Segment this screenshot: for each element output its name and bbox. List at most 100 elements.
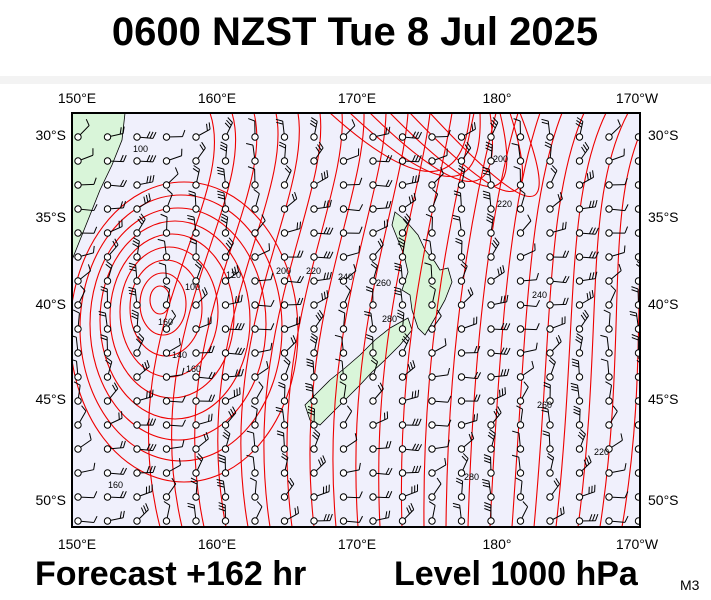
barb-station <box>339 493 348 501</box>
isobar <box>89 207 267 441</box>
wind-barbs <box>72 117 656 525</box>
barb-feather <box>216 481 224 485</box>
barb-feather <box>476 372 482 379</box>
barb-station <box>369 325 377 333</box>
barb-feather <box>318 141 324 149</box>
barb-feather <box>216 478 224 482</box>
barb-station <box>162 181 171 189</box>
barb-feather <box>585 457 590 465</box>
barb-feather <box>651 180 654 186</box>
barb-feather <box>651 468 654 474</box>
barb-feather <box>131 312 139 317</box>
barb-feather <box>359 491 363 498</box>
isobar-label: 200 <box>276 266 291 276</box>
barb-feather <box>291 193 295 201</box>
barb-station <box>634 397 640 405</box>
barb-feather <box>204 287 208 294</box>
isobar <box>467 113 519 527</box>
barb-station <box>575 181 584 189</box>
lat-label: 40°S <box>648 296 679 312</box>
isobar-label: 280 <box>382 314 397 324</box>
barb-feather <box>535 342 538 350</box>
barb-feather <box>128 289 136 293</box>
barb-feather <box>128 286 136 290</box>
barb-station <box>428 469 436 477</box>
barb-station <box>310 133 318 141</box>
barb-station <box>192 157 200 165</box>
barb-station <box>487 253 495 261</box>
barb-feather <box>149 418 154 426</box>
barb-feather <box>610 285 616 291</box>
barb-feather <box>105 359 112 365</box>
isobar <box>429 113 540 198</box>
barb-station <box>487 133 495 141</box>
barb-feather <box>489 428 496 434</box>
barb-feather <box>594 271 598 279</box>
barb-feather <box>217 484 225 488</box>
barb-station <box>516 397 525 405</box>
barb-feather <box>326 290 329 298</box>
barb-feather <box>594 199 598 207</box>
barb-feather <box>323 251 328 258</box>
barb-feather <box>329 199 332 207</box>
barb-feather <box>547 453 554 458</box>
barb-feather <box>194 263 201 270</box>
level-label: Level 1000 hPa <box>394 555 639 593</box>
barb-feather <box>299 221 302 229</box>
barb-station <box>339 397 348 405</box>
barb-station <box>546 325 554 333</box>
barb-feather <box>305 385 313 389</box>
barb-station <box>516 205 525 213</box>
barb-feather <box>629 313 637 317</box>
barb-station <box>546 421 554 429</box>
barb-feather <box>289 477 295 485</box>
barb-station <box>605 493 613 501</box>
barb-feather <box>148 390 151 398</box>
barb-feather <box>371 356 378 363</box>
isobar-label: 100 <box>185 282 200 292</box>
barb-feather <box>371 260 378 267</box>
barb-station <box>605 445 613 453</box>
barb-feather <box>388 200 392 208</box>
barb-feather <box>131 309 139 314</box>
barb-feather <box>452 217 461 221</box>
barb-feather <box>113 382 119 389</box>
barb-feather <box>541 121 549 125</box>
barb-feather <box>120 467 125 475</box>
barb-feather <box>584 141 590 149</box>
barb-feather <box>410 362 414 369</box>
barb-feather <box>385 441 389 449</box>
barb-station <box>369 493 377 501</box>
barb-station <box>192 205 200 213</box>
barb-feather <box>643 241 646 247</box>
barb-station <box>428 133 436 141</box>
barb-feather <box>143 505 147 513</box>
barb-feather <box>388 179 393 187</box>
barb-feather <box>413 193 417 201</box>
barb-feather <box>484 508 492 512</box>
barb-station <box>339 133 348 141</box>
barb-station <box>221 325 230 333</box>
barb-feather <box>397 312 404 317</box>
barb-station <box>74 349 82 357</box>
barb-station <box>457 205 466 213</box>
barb-feather <box>515 477 523 482</box>
barb-station <box>634 445 640 453</box>
barb-feather <box>557 335 562 342</box>
barb-feather <box>654 441 656 448</box>
barb-station <box>221 229 230 237</box>
barb-station <box>280 229 289 237</box>
barb-station <box>162 517 171 525</box>
barb-station <box>428 349 436 357</box>
lon-label: 180° <box>483 536 512 552</box>
band <box>0 76 711 84</box>
barb-station <box>487 397 495 405</box>
barb-feather <box>417 174 420 182</box>
barb-feather <box>560 507 562 515</box>
barb-station <box>133 325 141 333</box>
barb-feather <box>317 144 322 151</box>
barb-station <box>310 445 318 453</box>
barb-feather <box>575 122 582 128</box>
lat-label: 45°S <box>35 391 66 407</box>
